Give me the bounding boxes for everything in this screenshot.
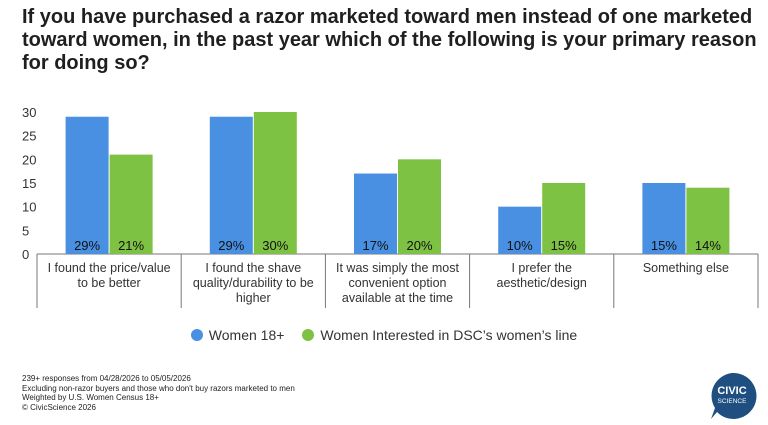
bar-women-18 <box>65 116 109 254</box>
category-label: higher <box>236 291 271 305</box>
bar-women-dsc <box>686 187 730 254</box>
category-label: Something else <box>643 261 729 275</box>
y-tick-label: 10 <box>22 200 36 215</box>
y-tick-label: 5 <box>22 223 29 238</box>
legend: Women 18+ Women Interested in DSC’s wome… <box>0 327 768 343</box>
bar-chart: 0 5 10 15 20 25 30 29% 21% I found the price/valu… <box>22 105 759 308</box>
data-label: 17% <box>362 238 388 253</box>
legend-swatch-blue <box>190 329 203 341</box>
civicscience-logo: CIVIC SCIENCE <box>711 372 757 419</box>
category-label: I prefer the <box>511 261 571 275</box>
footnote-weighting: Weighted by U.S. Women Census 18+ <box>22 393 159 402</box>
category-label: aesthetic/design <box>497 276 587 290</box>
legend-label-women-18: Women 18+ <box>208 327 285 343</box>
category-label: I found the shave <box>205 261 301 275</box>
category-label: quality/durability to be <box>193 276 314 290</box>
svg-text:SCIENCE: SCIENCE <box>718 398 748 405</box>
y-tick-label: 25 <box>22 129 36 144</box>
legend-item-women-18: Women 18+ <box>190 327 285 343</box>
category-label: It was simply the most <box>336 261 459 275</box>
data-label: 29% <box>218 238 244 253</box>
data-label: 21% <box>118 238 144 253</box>
data-label: 30% <box>262 238 288 253</box>
data-label: 15% <box>651 238 677 253</box>
category-label: I found the price/value <box>48 261 171 275</box>
legend-label-women-dsc: Women Interested in DSC’s women’s line <box>320 327 578 343</box>
footnote-exclusion: Excluding non-razor buyers and those who… <box>22 383 295 393</box>
bar-women-dsc <box>109 154 153 254</box>
data-label: 20% <box>406 238 432 253</box>
data-label: 15% <box>551 238 577 253</box>
svg-text:CIVIC: CIVIC <box>717 385 746 397</box>
category-label: available at the time <box>342 291 453 305</box>
legend-swatch-green <box>302 329 315 341</box>
legend-item-women-dsc: Women Interested in DSC’s women’s line <box>302 327 577 343</box>
bar-women-18 <box>209 116 253 254</box>
footnote-responses: 239+ responses from 04/28/2026 to 05/05/… <box>22 374 191 383</box>
bar-women-18 <box>354 173 397 254</box>
bar-women-dsc <box>398 159 441 254</box>
y-tick-label: 20 <box>22 152 36 167</box>
y-tick-label: 15 <box>22 176 36 191</box>
bar-women-18 <box>642 183 686 254</box>
footnotes: 239+ responses from 04/28/2026 to 05/05/… <box>22 374 295 412</box>
chart-title: If you have purchased a razor marketed t… <box>22 6 757 74</box>
bar-women-18 <box>498 206 542 254</box>
data-label: 29% <box>74 238 100 253</box>
category-label: to be better <box>77 276 140 290</box>
data-label: 10% <box>507 238 533 253</box>
category-label: convenient option <box>349 276 447 290</box>
data-label: 14% <box>695 238 721 253</box>
y-tick-label: 30 <box>22 105 36 120</box>
bar-women-dsc <box>542 183 586 254</box>
footnote-copyright: © CivicScience 2026 <box>22 402 96 412</box>
bar-women-dsc <box>253 112 297 254</box>
y-tick-label: 0 <box>22 247 29 262</box>
